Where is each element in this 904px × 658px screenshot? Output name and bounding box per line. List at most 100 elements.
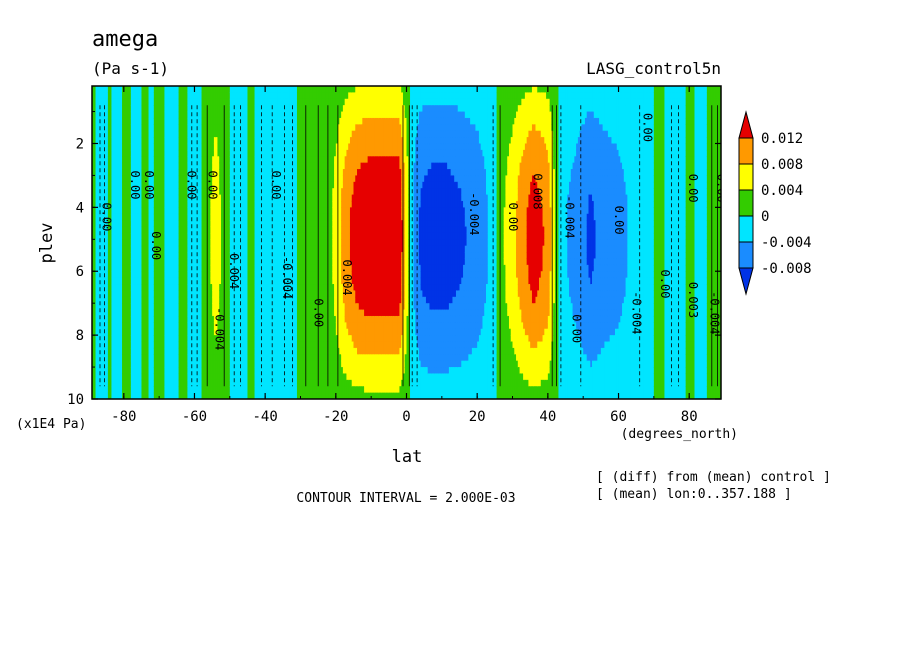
field-cell: [127, 341, 130, 349]
field-cell: [95, 315, 98, 323]
field-cell: [125, 130, 128, 138]
field-cell: [136, 200, 139, 208]
field-cell: [100, 175, 104, 183]
field-cell: [125, 252, 128, 260]
field-cell: [123, 386, 127, 394]
field-cell: [107, 367, 111, 375]
field-cell: [109, 239, 113, 247]
field-cell: [125, 315, 128, 323]
field-cell: [137, 98, 141, 106]
field-cell: [107, 322, 111, 330]
field-cell: [120, 399, 122, 406]
field-cell: [123, 149, 127, 157]
field-cell: [136, 239, 139, 247]
field-cell: [125, 149, 128, 157]
field-cell: [125, 322, 128, 330]
field-cell: [120, 290, 123, 298]
field-cell: [159, 399, 161, 406]
field-cell: [114, 303, 118, 311]
field-cell: [116, 143, 120, 151]
field-cell: [95, 117, 98, 125]
field-cell: [141, 105, 144, 113]
field-cell: [93, 347, 97, 355]
field-cell: [127, 277, 130, 285]
field-cell: [104, 239, 107, 247]
field-cell: [102, 252, 105, 260]
field-cell: [132, 379, 136, 387]
field-cell: [106, 373, 109, 381]
field-cell: [136, 169, 139, 177]
field-cell: [120, 200, 123, 208]
field-cell: [111, 360, 114, 368]
field-cell: [95, 271, 98, 279]
field-cell: [95, 194, 98, 202]
field-cell: [122, 322, 125, 330]
field-cell: [99, 143, 102, 151]
field-cell: [93, 175, 97, 183]
field-cell: [100, 149, 104, 157]
field-cell: [102, 322, 105, 330]
field-cell: [134, 392, 137, 399]
field-cell: [102, 156, 105, 164]
field-cell: [113, 309, 116, 317]
field-cell: [106, 200, 109, 208]
field-cell: [100, 271, 104, 279]
field-cell: [100, 156, 104, 164]
field-cell: [143, 399, 145, 406]
field-cell: [99, 226, 102, 234]
field-cell: [106, 226, 109, 234]
field-cell: [93, 156, 97, 164]
field-cell: [113, 200, 116, 208]
field-cell: [123, 143, 127, 151]
field-cell: [123, 169, 127, 177]
field-cell: [109, 290, 113, 298]
field-cell: [132, 245, 136, 253]
field-cell: [118, 239, 121, 247]
field-cell: [141, 296, 144, 304]
field-cell: [111, 341, 114, 349]
field-cell: [116, 130, 120, 138]
field-cell: [129, 309, 132, 317]
field-cell: [102, 258, 105, 266]
field-cell: [127, 335, 130, 343]
field-cell: [127, 220, 130, 228]
field-cell: [134, 169, 137, 177]
field-cell: [94, 399, 96, 406]
field-cell: [118, 354, 121, 362]
field-cell: [97, 322, 100, 330]
field-cell: [116, 245, 120, 253]
field-cell: [132, 296, 136, 304]
field-cell: [125, 143, 128, 151]
field-cell: [118, 379, 121, 387]
field-cell: [129, 354, 132, 362]
field-cell: [113, 296, 116, 304]
field-cell: [97, 303, 100, 311]
field-cell: [130, 149, 134, 157]
field-cell: [97, 86, 100, 93]
field-cell: [141, 92, 144, 100]
field-cell: [116, 277, 120, 285]
field-cell: [127, 92, 130, 100]
field-cell: [122, 175, 125, 183]
field-cell: [114, 86, 118, 93]
field-cell: [137, 264, 141, 272]
field-cell: [106, 271, 109, 279]
field-cell: [97, 226, 100, 234]
field-cell: [92, 367, 95, 375]
field-cell: [137, 213, 141, 221]
field-cell: [143, 98, 146, 106]
field-cell: [113, 239, 116, 247]
field-cell: [137, 181, 141, 189]
field-cell: [111, 181, 114, 189]
field-cell: [122, 149, 125, 157]
field-cell: [125, 194, 128, 202]
field-cell: [129, 322, 132, 330]
field-cell: [125, 373, 128, 381]
field-cell: [107, 156, 111, 164]
field-cell: [134, 232, 137, 240]
field-cell: [122, 124, 125, 132]
field-cell: [244, 399, 246, 406]
field-cell: [106, 124, 109, 132]
field-cell: [95, 162, 98, 170]
field-cell: [127, 181, 130, 189]
